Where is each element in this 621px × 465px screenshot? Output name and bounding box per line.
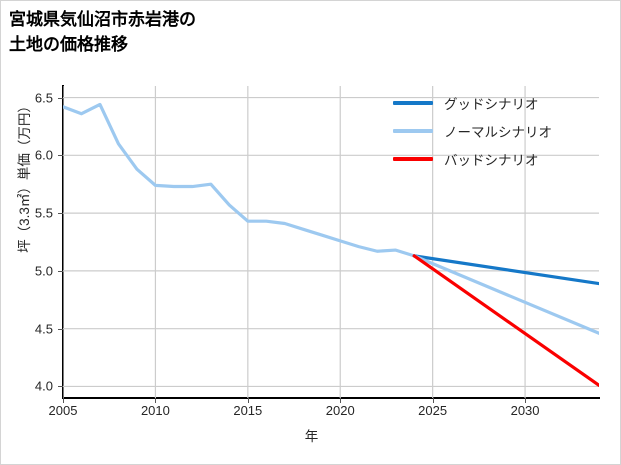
x-tick-label: 2020 bbox=[325, 403, 355, 418]
legend-color-swatch bbox=[393, 129, 433, 133]
plot-area bbox=[63, 86, 599, 398]
series-line bbox=[63, 102, 416, 258]
x-tick-mark bbox=[247, 398, 249, 403]
x-tick-label: 2005 bbox=[48, 403, 78, 418]
legend-item[interactable]: ノーマルシナリオ bbox=[393, 117, 608, 145]
x-tick-mark bbox=[340, 398, 342, 403]
y-tick-mark bbox=[58, 386, 63, 388]
y-tick-mark bbox=[58, 155, 63, 157]
series-line bbox=[412, 254, 599, 335]
y-tick-label: 6.0 bbox=[34, 147, 53, 163]
legend-item-label: バッドシナリオ bbox=[444, 153, 539, 168]
x-tick-label: 2010 bbox=[140, 403, 170, 418]
legend-item-label: ノーマルシナリオ bbox=[444, 125, 552, 140]
legend-color-swatch bbox=[393, 157, 433, 161]
x-tick-mark bbox=[155, 398, 157, 403]
x-tick-label: 2025 bbox=[418, 403, 448, 418]
series-line bbox=[412, 254, 599, 387]
x-axis-line bbox=[62, 397, 600, 399]
y-tick-label: 5.0 bbox=[34, 263, 53, 279]
y-axis-label: 坪（3.3㎡）単価（万円） bbox=[17, 99, 32, 253]
x-tick-mark bbox=[63, 398, 64, 403]
series-lines bbox=[63, 102, 599, 387]
x-tick-mark bbox=[432, 398, 434, 403]
y-tick-mark bbox=[58, 270, 63, 272]
x-tick-label: 2015 bbox=[233, 403, 263, 418]
x-axis-label: 年 bbox=[304, 429, 319, 444]
legend-color-swatch bbox=[393, 101, 433, 105]
y-tick-label: 4.0 bbox=[34, 378, 53, 394]
y-tick-mark bbox=[58, 213, 63, 215]
horizontal-gridlines bbox=[63, 96, 599, 388]
chart-legend: グッドシナリオ ノーマルシナリオ バッドシナリオ bbox=[393, 89, 608, 173]
y-tick-label: 5.5 bbox=[34, 205, 53, 221]
legend-item[interactable]: グッドシナリオ bbox=[393, 89, 608, 117]
y-tick-label: 4.5 bbox=[34, 321, 53, 337]
x-tick-label: 2030 bbox=[510, 403, 540, 418]
y-tick-label: 6.5 bbox=[34, 90, 53, 106]
chart-title: 宮城県気仙沼市赤岩港の 土地の価格推移 bbox=[9, 10, 196, 54]
y-tick-mark bbox=[58, 328, 63, 330]
x-tick-mark bbox=[525, 398, 527, 403]
legend-item[interactable]: バッドシナリオ bbox=[393, 145, 608, 173]
series-line bbox=[412, 254, 599, 286]
plot-svg bbox=[63, 86, 599, 398]
y-tick-mark bbox=[58, 97, 63, 99]
legend-item-label: グッドシナリオ bbox=[444, 97, 539, 112]
